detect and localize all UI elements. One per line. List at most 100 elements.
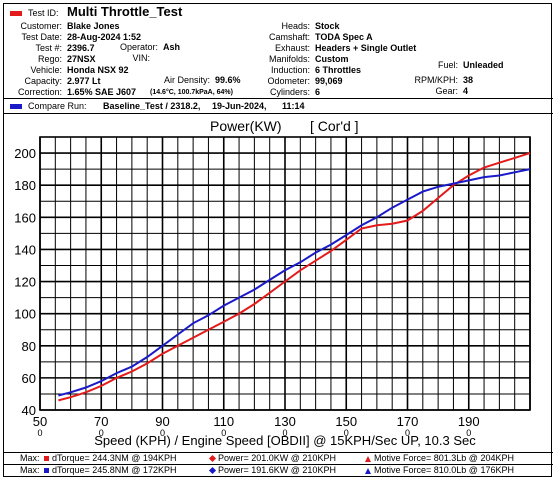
footer-row-divider — [4, 464, 553, 465]
x-tick-label: 110 — [213, 414, 234, 429]
max-label-1: Max: — [20, 453, 40, 463]
gear-value: 4 — [463, 86, 469, 96]
power-chart: Power(KW) [ Cor'd ] 40 60 80 100 120 140 160 18… — [14, 118, 531, 448]
vehicle-label: Vehicle: — [30, 65, 62, 75]
footer-divider — [4, 452, 553, 453]
test-dtorque-max: dTorque= 244.3NM @ 194KPH — [44, 453, 176, 464]
y-tick-label: 180 — [14, 178, 36, 193]
compare-motive-max: Motive Force= 810.0Lb @ 176KPH — [365, 465, 514, 476]
test-power-max: Power= 201.0KW @ 210KPH — [208, 453, 336, 464]
fuel-value: Unleaded — [463, 60, 504, 70]
rpm-kph-value: 38 — [463, 75, 474, 85]
vehicle-value: Honda NSX 92 — [67, 65, 129, 75]
rpm-kph-label: RPM/KPH: — [414, 75, 458, 85]
compare-dtorque-text: dTorque= 245.8NM @ 172KPH — [52, 465, 177, 475]
x-sub-tick-label: 0 — [160, 428, 165, 438]
manifolds-label: Manifolds: — [268, 54, 310, 64]
camshaft-label: Camshaft: — [268, 32, 310, 42]
capacity-label: Capacity: — [24, 76, 62, 86]
test-number-value: 2396.7 — [67, 43, 95, 53]
air-density-value: 99.6% — [215, 75, 241, 85]
capacity-value: 2.977 Lt — [67, 76, 101, 86]
x-sub-tick-label: 0 — [221, 428, 226, 438]
x-tick-label: 70 — [94, 414, 108, 429]
y-tick-label: 140 — [14, 242, 36, 257]
cylinders-label: Cylinders: — [269, 87, 310, 97]
chart-series — [58, 152, 531, 402]
max-label-2: Max: — [20, 465, 40, 475]
y-axis-ticks: 40 60 80 100 120 140 160 180 200 — [14, 146, 36, 418]
test-power-text: Power= 201.0KW @ 210KPH — [218, 453, 336, 463]
compare-run-swatch — [10, 104, 22, 109]
test-dtorque-text: dTorque= 244.3NM @ 194KPH — [52, 453, 177, 463]
plot-border — [39, 136, 531, 411]
x-tick-label: 190 — [458, 414, 480, 429]
test-date-value: 28-Aug-2024 1:52 — [67, 32, 142, 42]
test-date-label: Test Date: — [21, 32, 62, 42]
heads-value: Stock — [315, 21, 340, 31]
x-sub-tick-label: 0 — [282, 428, 287, 438]
blue-square-marker — [44, 468, 49, 474]
operator-label: Operator: — [119, 42, 158, 52]
x-sub-tick-label: 0 — [344, 428, 349, 438]
chart-grid — [39, 136, 531, 411]
gear-label: Gear: — [435, 86, 458, 96]
camshaft-value: TODA Spec A — [315, 32, 373, 42]
red-square-marker — [44, 456, 49, 462]
red-diamond-marker — [208, 455, 217, 463]
test-id-label: Test ID: — [28, 8, 59, 18]
y-tick-label: 200 — [14, 146, 36, 161]
x-sub-tick-label: 0 — [99, 428, 104, 438]
odometer-label: Odometer: — [267, 76, 310, 86]
compare-run-date: 19-Jun-2024, — [212, 101, 267, 111]
x-tick-label: 90 — [155, 414, 169, 429]
rego-label: Rego: — [37, 54, 62, 64]
x-sub-tick-label: 0 — [466, 428, 471, 438]
manifolds-value: Custom — [315, 54, 349, 64]
test-number-label: Test #: — [35, 43, 62, 53]
red-triangle-marker — [365, 455, 371, 462]
correction-label: Correction: — [17, 87, 62, 97]
test-id-value: Multi Throttle_Test — [67, 4, 183, 19]
x-tick-label: 150 — [335, 414, 357, 429]
blue-diamond-marker — [208, 467, 217, 475]
y-tick-label: 100 — [14, 307, 36, 322]
customer-value: Blake Jones — [67, 21, 120, 31]
x-tick-label: 130 — [274, 414, 296, 429]
air-density-label: Air Density: — [163, 75, 210, 85]
compare-run-label: Compare Run: — [28, 101, 87, 111]
compare-run-name: Baseline_Test / 2318.2, — [103, 101, 201, 111]
header-divider — [4, 98, 553, 99]
customer-label: Customer: — [20, 21, 62, 31]
y-tick-label: 120 — [14, 275, 36, 290]
vin-label: VIN: — [132, 53, 150, 63]
test-run-power-line — [58, 152, 531, 402]
y-tick-label: 60 — [22, 371, 36, 386]
compare-motive-text: Motive Force= 810.0Lb @ 176KPH — [374, 465, 514, 475]
test-motive-text: Motive Force= 801.3Lb @ 204KPH — [374, 453, 514, 463]
chart-title-tag: [ Cor'd ] — [310, 118, 359, 134]
test-motive-max: Motive Force= 801.3Lb @ 204KPH — [365, 453, 514, 464]
chart-title: Power(KW) — [210, 118, 282, 134]
x-tick-label: 170 — [397, 414, 419, 429]
x-sub-tick-label: 0 — [405, 428, 410, 438]
operator-value: Ash — [163, 42, 181, 52]
y-tick-label: 80 — [22, 339, 36, 354]
x-sub-tick-label: 0 — [37, 428, 42, 438]
compare-power-text: Power= 191.6KW @ 210KPH — [218, 465, 336, 475]
x-tick-label: 50 — [33, 414, 47, 429]
correction-value: 1.65% SAE J607 — [67, 87, 137, 97]
exhaust-value: Headers + Single Outlet — [315, 43, 417, 53]
test-run-swatch — [10, 11, 22, 16]
compare-run-power-line — [58, 168, 531, 397]
y-tick-label: 160 — [14, 210, 36, 225]
compare-run-time: 11:14 — [282, 101, 305, 111]
y-tick-label: 40 — [22, 403, 36, 418]
compare-power-max: Power= 191.6KW @ 210KPH — [208, 465, 336, 476]
induction-label: Induction: — [270, 65, 310, 75]
odometer-value: 99,069 — [315, 76, 343, 86]
blue-triangle-marker — [365, 467, 371, 474]
heads-label: Heads: — [281, 21, 310, 31]
induction-value: 6 Throttles — [315, 65, 362, 75]
